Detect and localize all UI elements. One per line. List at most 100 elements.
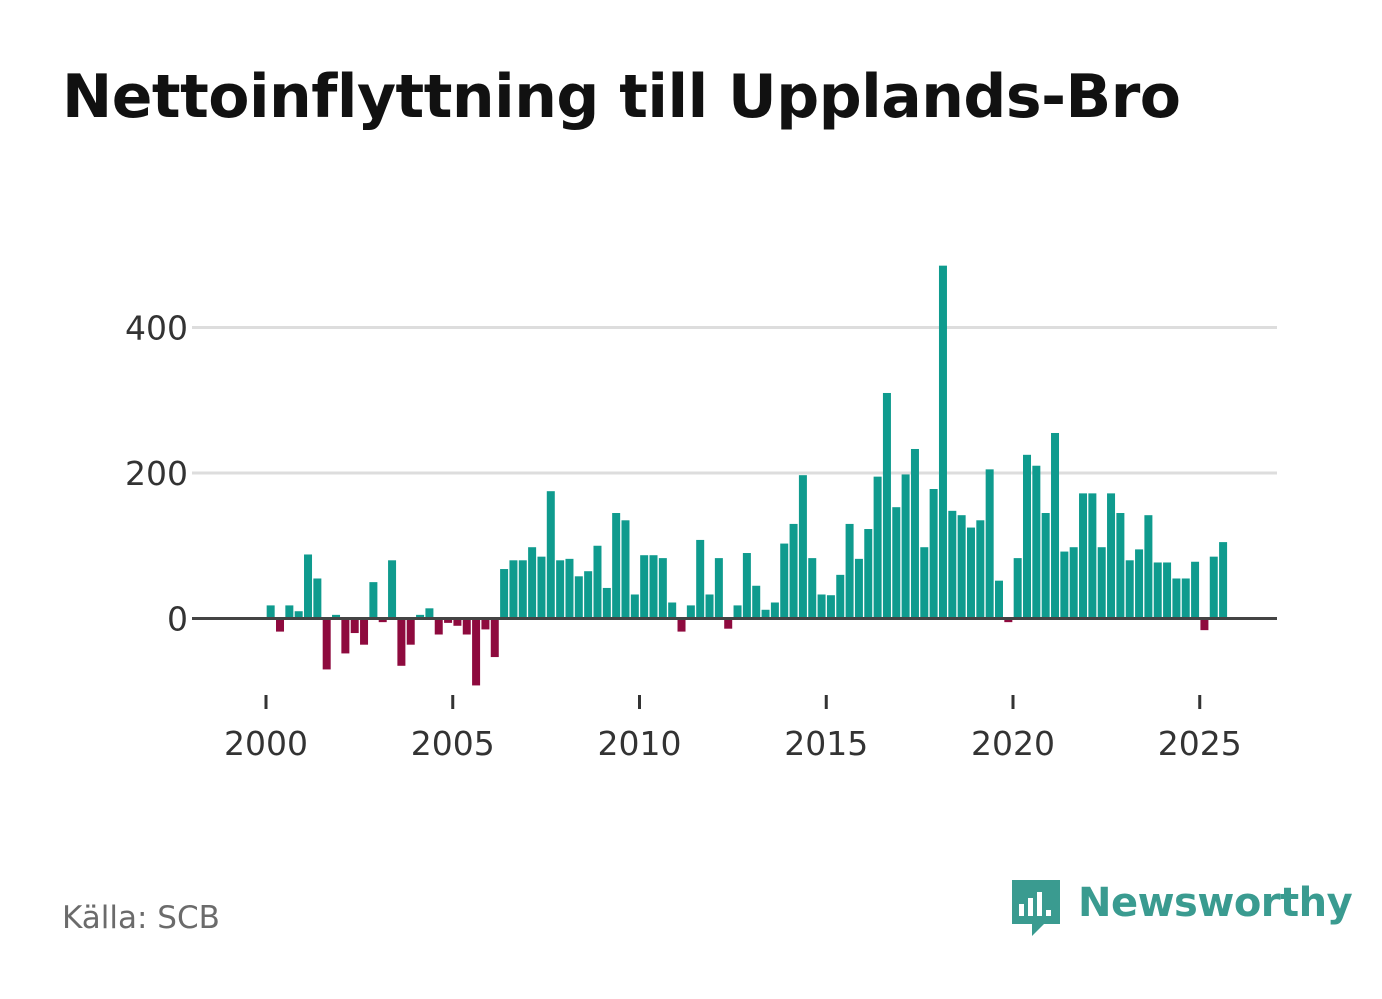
bar xyxy=(1191,561,1200,619)
x-tick-label-2025: 2025 xyxy=(1158,724,1242,763)
bar xyxy=(304,554,313,619)
bar xyxy=(1032,465,1041,619)
bar xyxy=(798,475,807,619)
bar xyxy=(892,507,901,619)
x-tick-label-2000: 2000 xyxy=(224,724,308,763)
bar xyxy=(742,553,751,619)
bar xyxy=(882,392,891,619)
y-tick-label-200: 200 xyxy=(125,454,188,493)
bar xyxy=(948,510,957,619)
x-tick-label-2015: 2015 xyxy=(784,724,868,763)
bar xyxy=(649,555,658,619)
bar xyxy=(472,618,481,686)
bar xyxy=(873,476,882,619)
bar xyxy=(752,585,761,619)
bar xyxy=(462,618,471,635)
bar xyxy=(966,527,975,619)
bar xyxy=(556,560,565,619)
brand-name: Newsworthy xyxy=(1078,880,1353,926)
bar xyxy=(546,491,555,619)
bar xyxy=(481,618,490,630)
bar xyxy=(733,605,742,619)
bar xyxy=(518,560,527,619)
brand-logo[interactable]: Newsworthy xyxy=(1010,878,1353,940)
bar xyxy=(836,574,845,619)
bar xyxy=(910,448,919,619)
bar xyxy=(640,555,649,619)
bar xyxy=(1051,432,1060,619)
bar xyxy=(808,558,817,619)
bar xyxy=(1079,493,1088,619)
bar xyxy=(845,523,854,619)
bar xyxy=(1135,549,1144,619)
bar xyxy=(920,547,929,619)
bar xyxy=(322,618,331,670)
bar xyxy=(658,558,667,619)
bar xyxy=(612,513,621,619)
bar xyxy=(1163,562,1172,619)
bar xyxy=(826,595,835,619)
bar xyxy=(1172,578,1181,619)
bar xyxy=(1209,556,1218,619)
x-tick-label-2005: 2005 xyxy=(411,724,495,763)
bar xyxy=(378,618,387,623)
bar xyxy=(276,618,285,632)
bar xyxy=(994,580,1003,619)
bar xyxy=(985,469,994,619)
bar xyxy=(621,520,630,619)
bar xyxy=(528,547,537,619)
source-note: Källa: SCB xyxy=(62,900,220,936)
y-tick-label-0: 0 xyxy=(167,600,188,639)
bar xyxy=(1125,560,1134,619)
bar xyxy=(369,582,378,619)
bar xyxy=(1144,515,1153,619)
bar xyxy=(1219,542,1228,619)
bar xyxy=(1041,513,1050,619)
bar xyxy=(789,523,798,619)
bar xyxy=(1116,513,1125,619)
bar xyxy=(537,556,546,619)
bar xyxy=(1004,618,1013,623)
bar xyxy=(1153,562,1162,619)
bar xyxy=(1069,547,1078,619)
bar xyxy=(1107,493,1116,619)
bar xyxy=(285,605,294,619)
bar xyxy=(350,618,359,634)
bar xyxy=(332,614,341,619)
bar xyxy=(294,611,303,619)
bar xyxy=(434,618,443,635)
bar xyxy=(500,569,509,619)
bar xyxy=(1200,618,1209,631)
bar xyxy=(929,489,938,619)
x-tick-label-2020: 2020 xyxy=(971,724,1055,763)
bar xyxy=(696,539,705,619)
bar xyxy=(509,560,518,619)
bar xyxy=(593,545,602,619)
bar xyxy=(406,618,415,645)
bar xyxy=(444,618,453,623)
bar xyxy=(1088,493,1097,619)
bar xyxy=(602,587,611,619)
bar xyxy=(938,265,947,619)
bar xyxy=(388,560,397,619)
bar xyxy=(957,515,966,619)
bar xyxy=(780,543,789,619)
bar xyxy=(1181,578,1190,619)
bar xyxy=(630,594,639,619)
bar xyxy=(761,609,770,619)
bar xyxy=(565,558,574,619)
bar xyxy=(584,571,593,619)
bar xyxy=(817,594,826,619)
bar xyxy=(770,602,779,619)
bar xyxy=(453,618,462,626)
chart-title: Nettoinflyttning till Upplands-Bro xyxy=(62,62,1181,132)
bar xyxy=(416,614,425,619)
bar xyxy=(705,594,714,619)
bar xyxy=(854,558,863,619)
bar xyxy=(724,618,733,629)
bar xyxy=(425,608,434,619)
bar xyxy=(677,618,686,632)
bar xyxy=(397,618,406,666)
bar xyxy=(1013,558,1022,619)
